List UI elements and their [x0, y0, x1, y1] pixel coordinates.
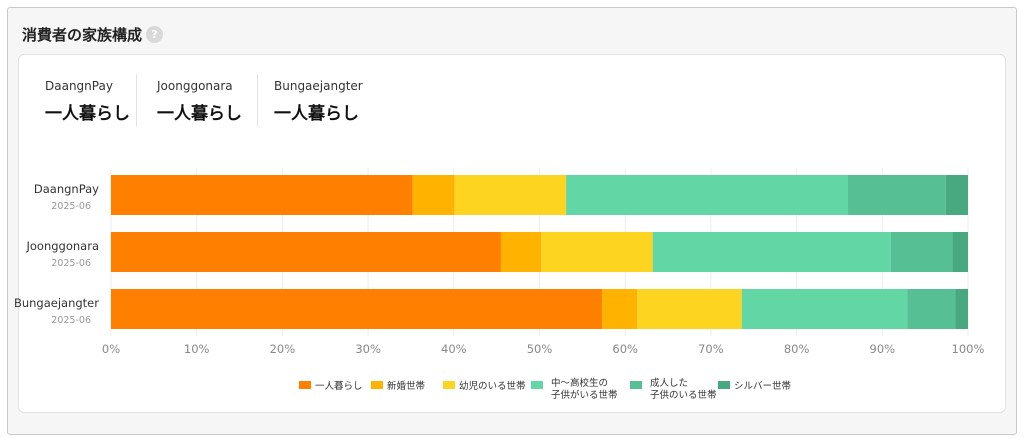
category-label: Bungaejangter — [14, 296, 99, 310]
bar-segment[interactable] — [652, 232, 891, 272]
bar-segment[interactable] — [566, 175, 849, 215]
bar-segment[interactable] — [111, 175, 413, 215]
summary-name: DaangnPay — [45, 79, 113, 93]
summary-name: Bungaejangter — [274, 79, 363, 93]
summary-divider — [257, 74, 258, 127]
x-tick-label: 60% — [612, 342, 638, 356]
category-label: Joonggonara — [26, 239, 100, 253]
legend-swatch — [718, 381, 730, 389]
legend-label: 一人暮らし — [315, 380, 363, 392]
bar-segment[interactable] — [541, 232, 653, 272]
category-label: DaangnPay — [34, 182, 99, 196]
bar-segment[interactable] — [637, 289, 742, 329]
legend-swatch — [371, 381, 383, 389]
bar-segment[interactable] — [412, 175, 455, 215]
bar-segment[interactable] — [955, 289, 968, 329]
panel-title: 消費者の家族構成 — [22, 25, 143, 44]
x-tick-label: 50% — [527, 342, 553, 356]
legend-swatch — [443, 381, 455, 389]
summary-value: 一人暮らし — [45, 104, 130, 124]
summary-name: Joonggonara — [157, 79, 233, 93]
category-date: 2025-06 — [51, 201, 91, 212]
x-tick-label: 40% — [441, 342, 467, 356]
bar-segment[interactable] — [848, 175, 946, 215]
bar-segment[interactable] — [111, 232, 501, 272]
legend-swatch — [630, 381, 642, 389]
bar-segment[interactable] — [454, 175, 567, 215]
x-tick-label: 20% — [270, 342, 296, 356]
help-icon[interactable]: ? — [146, 25, 164, 43]
x-tick-label: 100% — [952, 342, 985, 356]
legend-label: 幼児のいる世帯 — [459, 380, 526, 392]
summary-divider — [136, 74, 137, 127]
bar-segment[interactable] — [602, 289, 638, 329]
legend-label: シルバー世帯 — [734, 380, 792, 392]
summary-value: 一人暮らし — [157, 104, 242, 124]
legend-label: 中〜高校生の子供がいる世帯 — [551, 377, 618, 401]
x-tick-label: 30% — [355, 342, 381, 356]
bar-segment[interactable] — [111, 289, 603, 329]
x-tick-label: 10% — [184, 342, 210, 356]
legend-label: 新婚世帯 — [387, 380, 426, 392]
summary-joonggonara: Joonggonara 一人暮らし — [157, 79, 242, 124]
panel-header: 消費者の家族構成 ? — [22, 23, 164, 45]
x-tick-label: 70% — [698, 342, 724, 356]
bar-segment[interactable] — [907, 289, 956, 329]
category-date: 2025-06 — [51, 315, 91, 326]
bar-segment[interactable] — [741, 289, 908, 329]
bar-segment[interactable] — [945, 175, 968, 215]
x-tick-label: 0% — [102, 342, 120, 356]
legend-label: 成人した子供のいる世帯 — [650, 377, 717, 401]
bar-segment[interactable] — [500, 232, 542, 272]
legend-swatch — [299, 381, 311, 389]
x-tick-label: 80% — [784, 342, 810, 356]
summary-value: 一人暮らし — [274, 104, 359, 124]
bar-segment[interactable] — [952, 232, 968, 272]
legend-swatch — [531, 381, 543, 389]
bar-segment[interactable] — [890, 232, 953, 272]
summary-bungaejangter: Bungaejangter 一人暮らし — [274, 79, 363, 124]
summary-daangnpay: DaangnPay 一人暮らし — [45, 79, 130, 124]
category-date: 2025-06 — [51, 258, 91, 269]
x-tick-label: 90% — [870, 342, 896, 356]
